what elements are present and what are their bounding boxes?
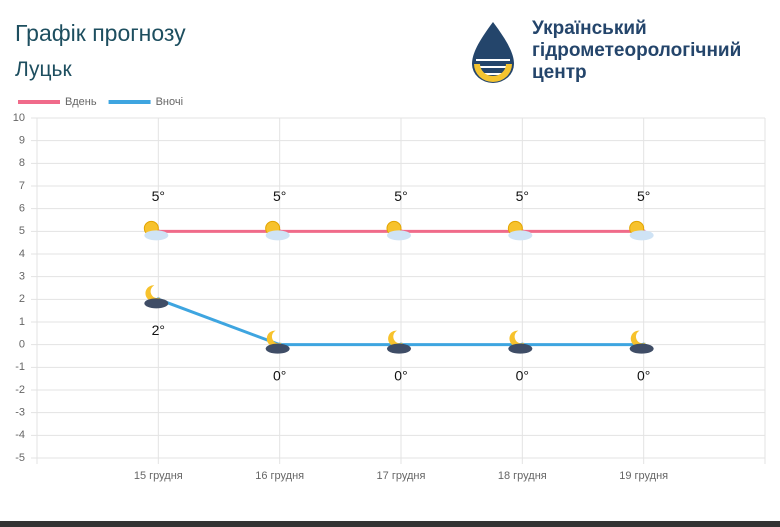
data-label: 5° [152, 188, 165, 204]
cloud [387, 343, 411, 354]
cloud [387, 230, 411, 241]
moon-cloud-icon [265, 330, 290, 354]
y-tick-label: -1 [15, 361, 25, 373]
y-tick-label: 5 [19, 225, 25, 237]
y-tick-label: 0 [19, 339, 25, 351]
y-tick-label: 4 [19, 248, 25, 260]
bottom-bar [0, 521, 780, 527]
moon-cloud-icon [508, 330, 533, 354]
cloud [508, 230, 533, 241]
data-label: 0° [394, 367, 407, 383]
moon-cloud-icon [387, 330, 411, 354]
sun-cloud-icon [386, 220, 411, 241]
moon [509, 330, 525, 347]
y-tick-label: 2 [19, 293, 25, 305]
moon [388, 330, 403, 347]
y-tick-label: 1 [19, 316, 25, 328]
data-label: 0° [273, 367, 286, 383]
x-tick-label: 15 грудня [134, 470, 183, 482]
data-label: 5° [637, 188, 650, 204]
y-tick-label: 6 [19, 203, 25, 215]
data-label: 0° [516, 367, 529, 383]
title: Графік прогнозу [15, 20, 186, 46]
cloud [144, 298, 169, 309]
cloud [144, 230, 169, 241]
y-tick-label: 10 [13, 112, 25, 124]
y-tick-label: 3 [19, 271, 25, 283]
sun-cloud-icon [507, 220, 533, 241]
cloud [629, 230, 654, 241]
cloud [629, 343, 654, 354]
data-label: 5° [273, 188, 286, 204]
y-tick-label: -2 [15, 384, 25, 396]
y-tick-label: 8 [19, 157, 25, 169]
legend-label: Вночі [156, 96, 183, 108]
y-tick-label: -5 [15, 452, 25, 464]
legend-label: Вдень [65, 96, 97, 108]
sun-cloud-icon [629, 220, 654, 241]
sun-cloud-icon [143, 220, 169, 241]
x-tick-label: 16 грудня [255, 470, 304, 482]
data-label: 5° [394, 188, 407, 204]
x-tick-label: 19 грудня [619, 470, 668, 482]
moon [266, 330, 282, 347]
moon [630, 330, 646, 347]
data-label: 5° [516, 188, 529, 204]
x-tick-label: 18 грудня [498, 470, 547, 482]
organization: Український гідрометеорологічний центр [532, 18, 742, 83]
cloud [265, 230, 290, 241]
x-tick-label: 17 грудня [377, 470, 426, 482]
y-tick-label: -4 [15, 429, 25, 441]
moon [145, 285, 161, 302]
logo [472, 22, 514, 83]
moon-cloud-icon [629, 330, 654, 354]
sun-cloud-icon [265, 220, 290, 241]
cloud [508, 343, 533, 354]
data-label: 0° [637, 367, 650, 383]
y-tick-label: 7 [19, 180, 25, 192]
cloud [265, 343, 290, 354]
moon-cloud-icon [144, 285, 169, 309]
y-tick-label: -3 [15, 407, 25, 419]
data-label: 2° [152, 322, 165, 338]
y-tick-label: 9 [19, 135, 25, 147]
subtitle: Луцьк [15, 58, 72, 81]
